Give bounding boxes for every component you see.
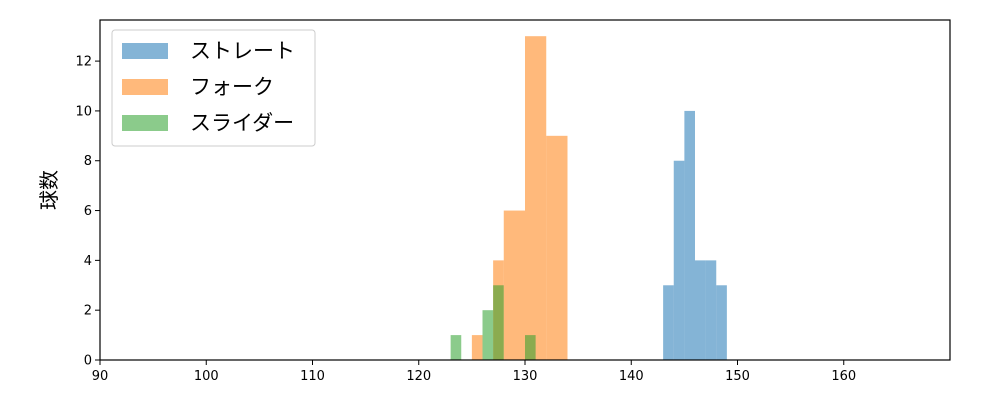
bar-1-2 bbox=[673, 160, 685, 360]
x-tick-label: 130 bbox=[513, 369, 538, 384]
bar-2-5 bbox=[525, 36, 547, 360]
y-tick-label: 0 bbox=[84, 354, 92, 369]
y-tick-label: 10 bbox=[75, 104, 92, 119]
x-tick-label: 90 bbox=[92, 369, 109, 384]
legend-swatch bbox=[122, 43, 168, 59]
y-tick-label: 4 bbox=[84, 254, 92, 269]
y-tick-label: 6 bbox=[84, 204, 92, 219]
bar-1-4 bbox=[695, 260, 706, 360]
bar-1-3 bbox=[684, 110, 695, 361]
y-axis-ticks: 0 2 4 6 8 10 12 bbox=[75, 55, 100, 369]
bar-3-1 bbox=[450, 335, 462, 360]
bar-1-1 bbox=[663, 285, 674, 360]
legend-swatch bbox=[122, 115, 168, 131]
bars-layer bbox=[450, 36, 727, 361]
legend-label: フォーク bbox=[190, 75, 274, 99]
x-tick-label: 150 bbox=[725, 369, 750, 384]
bar-3-4 bbox=[525, 335, 536, 360]
y-tick-label: 2 bbox=[84, 304, 92, 319]
bar-2-1 bbox=[471, 335, 483, 360]
y-tick-label: 8 bbox=[84, 154, 92, 169]
plot-frame bbox=[99, 19, 951, 361]
bar-1-5 bbox=[705, 260, 717, 360]
bar-2-6 bbox=[546, 135, 568, 360]
bar-3-2 bbox=[482, 310, 494, 360]
legend-swatch bbox=[122, 79, 168, 95]
y-tick-label: 12 bbox=[75, 55, 92, 70]
y-axis-label: 球数 bbox=[37, 170, 61, 210]
x-tick-label: 100 bbox=[194, 369, 219, 384]
x-tick-label: 110 bbox=[300, 369, 325, 384]
bar-2-4 bbox=[503, 210, 525, 360]
x-tick-label: 160 bbox=[831, 369, 856, 384]
bar-1-6 bbox=[716, 285, 727, 360]
x-tick-label: 120 bbox=[406, 369, 431, 384]
x-axis-ticks: 90 100 110 120 130 140 150 160 bbox=[92, 360, 856, 384]
bar-3-3 bbox=[493, 285, 504, 360]
legend-label: ストレート bbox=[190, 39, 295, 63]
legend-label: スライダー bbox=[190, 111, 294, 135]
x-tick-label: 140 bbox=[619, 369, 644, 384]
